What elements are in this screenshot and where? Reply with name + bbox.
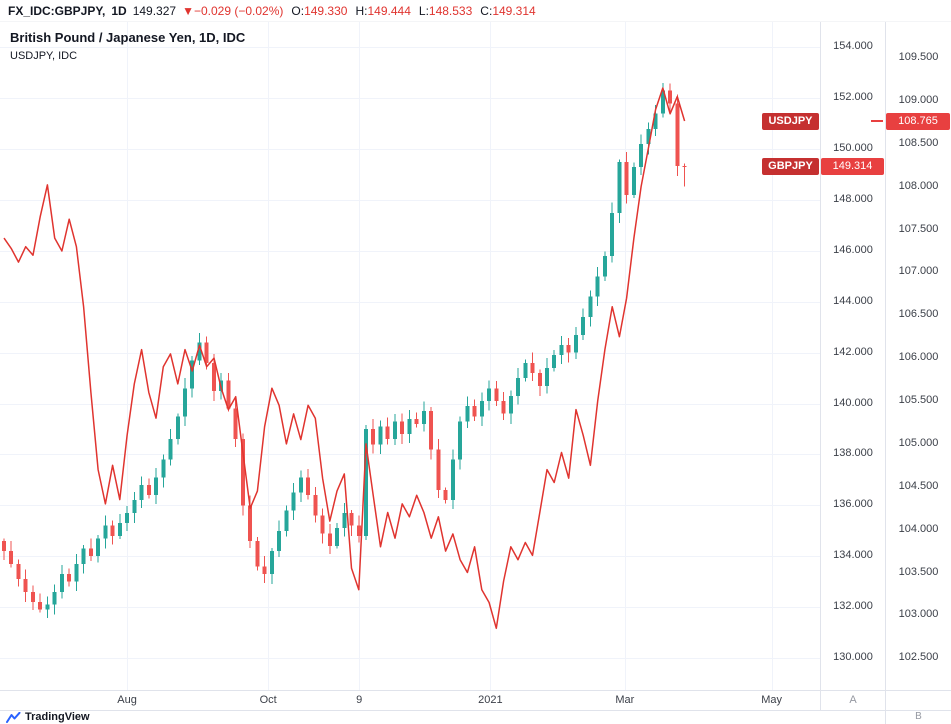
- candlestick-series: [2, 82, 687, 619]
- usdjpy-axis-tick: 106.500: [898, 308, 939, 321]
- usdjpy-axis-tick: 107.000: [898, 265, 939, 278]
- usdjpy-axis-tick: 107.500: [898, 222, 939, 235]
- header-symbol: FX_IDC:GBPJPY,: [8, 3, 106, 18]
- auto-scale-button[interactable]: A: [849, 694, 857, 706]
- gbpjpy-axis-tick: 138.000: [833, 447, 873, 460]
- usdjpy-axis-tick: 108.500: [898, 136, 939, 149]
- tradingview-logo-icon: [6, 711, 21, 723]
- tradingview-logo-text: TradingView: [25, 711, 90, 723]
- gbpjpy-axis-tick: 136.000: [833, 498, 873, 511]
- time-axis-tick: May: [761, 694, 782, 706]
- legend-main-series[interactable]: British Pound / Japanese Yen, 1D, IDC: [10, 30, 246, 45]
- ohlc-open-value: 149.330: [304, 3, 348, 18]
- ohlc-close-label: C: [480, 3, 489, 18]
- time-axis-tick: Aug: [117, 694, 137, 706]
- usdjpy-axis-tick: 106.000: [898, 351, 939, 364]
- usdjpy-axis-tick: 103.000: [898, 608, 939, 621]
- corner-scale-button[interactable]: B: [915, 711, 922, 722]
- gbpjpy-axis-tick: 154.000: [833, 40, 873, 53]
- ohlc-low-value: 148.533: [428, 3, 473, 18]
- price-down-arrow-icon: ▼: [182, 3, 194, 18]
- usdjpy-axis-tick: 104.500: [898, 479, 939, 492]
- gbpjpy-axis-tick: 130.000: [833, 650, 873, 663]
- legend: British Pound / Japanese Yen, 1D, IDC US…: [10, 30, 245, 62]
- gbpjpy-axis-tick: 142.000: [833, 345, 873, 358]
- usdjpy-axis-tick: 103.500: [898, 565, 939, 578]
- usdjpy-axis-tick: 109.500: [898, 51, 939, 63]
- time-scale[interactable]: A Aug Oct 9 2021 Mar May: [0, 690, 951, 711]
- gbpjpy-axis-tick: 140.000: [833, 396, 873, 409]
- price-chart[interactable]: [0, 22, 820, 690]
- time-axis-tick: 9: [356, 694, 363, 706]
- gbpjpy-axis-tick: 134.000: [833, 549, 873, 562]
- gbpjpy-axis-tick: 150.000: [833, 142, 873, 155]
- usdjpy-axis-tick: 105.500: [898, 394, 939, 407]
- usdjpy-axis-tick: 108.000: [898, 179, 939, 192]
- header-price-change: −0.029 (−0.02%): [193, 3, 284, 18]
- auto-scale-cell: A: [820, 691, 885, 711]
- usdjpy-axis-tick: 109.000: [898, 93, 939, 106]
- tradingview-logo[interactable]: TradingView: [6, 711, 90, 723]
- grid: [0, 22, 820, 690]
- usdjpy-line: [3, 87, 686, 630]
- gbpjpy-axis-tick: 148.000: [833, 193, 873, 206]
- ohlc-high-label: H: [355, 3, 365, 18]
- price-scale-gbpjpy[interactable]: 154.000 152.000 150.000 148.000 146.000 144.0…: [820, 22, 885, 690]
- ohlc-high-value: 149.444: [367, 3, 411, 18]
- gbpjpy-axis-tick: 146.000: [833, 243, 873, 256]
- ohlc-close-value: 149.314: [492, 3, 536, 18]
- gbpjpy-symbol-badge: GBPJPY: [762, 158, 819, 175]
- header-last-price: 149.327: [132, 3, 177, 18]
- header-interval: 1D: [111, 3, 127, 18]
- price-scale-usdjpy[interactable]: 109.500 109.000 108.500 108.000 107.500 107.0…: [885, 22, 951, 690]
- gbpjpy-axis-tick: 132.000: [833, 600, 873, 613]
- usdjpy-axis-tick: 104.000: [898, 522, 939, 535]
- usdjpy-symbol-badge: USDJPY: [762, 113, 819, 130]
- time-axis-tick: Mar: [615, 694, 635, 706]
- gbpjpy-axis-tick: 144.000: [833, 294, 873, 307]
- right-scale-cell: [885, 691, 951, 711]
- ohlc-low-label: L: [418, 3, 426, 18]
- usdjpy-axis-tick: 102.500: [898, 651, 939, 664]
- time-axis-tick: 2021: [478, 694, 503, 706]
- footer: TradingView B: [0, 710, 951, 724]
- chart-header: FX_IDC:GBPJPY, 1D 149.327 ▼ −0.029 (−0.02%) O…: [0, 0, 951, 22]
- corner-scale-cell: B: [885, 711, 951, 724]
- legend-overlay-series[interactable]: USDJPY, IDC: [10, 50, 78, 62]
- time-axis-tick: Oct: [259, 694, 277, 706]
- usdjpy-axis-tick: 105.000: [898, 436, 939, 449]
- gbpjpy-axis-tick: 152.000: [833, 91, 873, 104]
- usdjpy-connector-dash: [871, 120, 883, 122]
- ohlc-open-label: O: [291, 3, 301, 18]
- gbpjpy-price-badge: 149.314: [821, 158, 884, 175]
- usdjpy-price-badge: 108.765: [886, 113, 950, 130]
